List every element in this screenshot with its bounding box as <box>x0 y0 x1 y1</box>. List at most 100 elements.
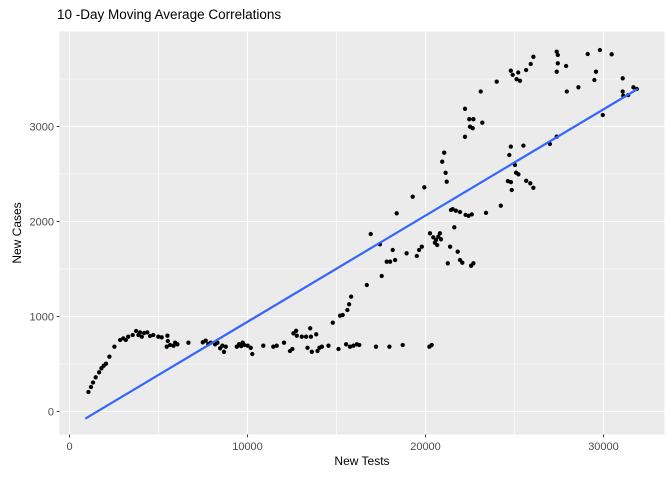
data-point <box>555 52 560 58</box>
data-point <box>414 253 419 259</box>
data-point <box>159 335 164 340</box>
data-point <box>436 234 441 239</box>
x-tick-label: 30000 <box>588 441 619 453</box>
x-tick-label: 20000 <box>410 441 441 453</box>
data-point <box>431 235 436 240</box>
data-point <box>141 330 147 336</box>
data-point <box>130 332 135 338</box>
data-point <box>419 244 424 249</box>
data-point <box>351 343 356 348</box>
data-point <box>250 351 255 357</box>
data-point <box>631 85 636 90</box>
data-point <box>498 203 503 208</box>
data-point <box>221 349 227 354</box>
plot-panel <box>59 31 665 435</box>
data-point <box>554 69 559 74</box>
data-point <box>165 333 170 338</box>
data-point <box>340 312 345 318</box>
data-point <box>248 345 253 350</box>
data-point <box>483 210 489 215</box>
data-point <box>597 47 603 53</box>
data-point <box>281 340 287 345</box>
data-point <box>442 150 447 155</box>
data-point <box>309 349 314 354</box>
data-point <box>294 333 299 338</box>
data-point <box>394 211 399 216</box>
data-point <box>478 89 483 94</box>
data-point <box>315 348 320 354</box>
data-point <box>564 89 569 94</box>
data-point <box>345 307 350 313</box>
data-point <box>330 320 335 325</box>
data-point <box>460 260 465 265</box>
data-point <box>435 242 440 248</box>
data-point <box>508 144 513 149</box>
y-tick-label: 0 <box>48 406 54 418</box>
data-point <box>373 344 379 349</box>
data-point <box>585 51 590 57</box>
data-point <box>437 231 443 236</box>
data-point <box>470 126 475 131</box>
data-point <box>524 178 529 183</box>
data-point <box>528 61 533 67</box>
data-point <box>422 185 427 190</box>
data-point <box>462 106 468 111</box>
data-point <box>467 117 472 122</box>
data-point <box>293 328 299 333</box>
data-point <box>508 179 514 185</box>
y-tick-label: 3000 <box>30 121 54 133</box>
x-tick-label: 10000 <box>232 441 263 453</box>
data-point <box>261 343 266 348</box>
data-point <box>308 334 314 339</box>
data-point <box>471 261 476 266</box>
data-point <box>457 209 463 215</box>
data-point <box>314 332 319 337</box>
data-point <box>452 225 457 230</box>
data-point <box>357 342 362 348</box>
data-point <box>223 344 228 349</box>
data-point <box>400 342 405 348</box>
data-point <box>336 346 341 352</box>
data-point <box>404 251 409 256</box>
data-point <box>444 179 449 184</box>
data-point <box>620 76 625 81</box>
data-point <box>440 159 445 164</box>
data-point <box>186 340 191 345</box>
data-point <box>390 247 395 253</box>
data-point <box>93 375 98 380</box>
data-point <box>447 244 453 249</box>
data-point <box>203 338 208 343</box>
data-point <box>123 337 128 343</box>
data-point <box>379 273 384 279</box>
data-point <box>392 257 398 263</box>
data-point <box>346 302 352 307</box>
x-axis-title: New Tests <box>334 454 390 468</box>
y-tick-label: 2000 <box>30 216 54 228</box>
data-point <box>453 208 459 213</box>
data-point <box>443 170 448 175</box>
data-point <box>507 152 512 158</box>
data-point <box>364 282 369 288</box>
data-point <box>563 63 569 69</box>
data-point <box>450 207 455 212</box>
data-point <box>528 181 533 186</box>
data-point <box>429 342 434 348</box>
data-point <box>462 134 468 139</box>
data-point <box>433 237 439 243</box>
data-point <box>438 237 444 242</box>
data-point <box>299 334 304 339</box>
trend-line <box>84 88 638 420</box>
y-tick-label: 1000 <box>30 311 54 323</box>
data-point <box>145 330 150 335</box>
data-point <box>555 61 560 66</box>
data-point <box>164 344 169 349</box>
data-point <box>107 354 112 359</box>
data-point <box>416 247 422 253</box>
data-point <box>88 384 94 390</box>
data-point <box>133 328 139 334</box>
data-point <box>305 345 310 350</box>
data-point <box>343 342 349 347</box>
data-point <box>517 78 523 83</box>
